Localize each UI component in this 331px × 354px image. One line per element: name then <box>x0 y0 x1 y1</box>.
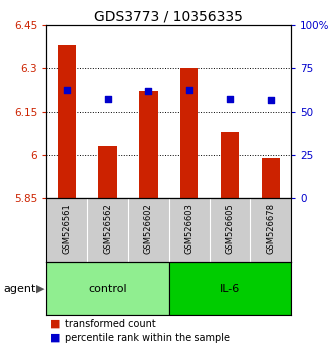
Title: GDS3773 / 10356335: GDS3773 / 10356335 <box>94 10 243 24</box>
Text: GSM526562: GSM526562 <box>103 203 112 254</box>
Point <box>268 97 273 103</box>
Text: IL-6: IL-6 <box>220 284 240 293</box>
Text: agent: agent <box>3 284 36 293</box>
Bar <box>180 68 198 198</box>
Bar <box>262 158 280 198</box>
Bar <box>169 262 291 315</box>
Text: ▶: ▶ <box>35 284 44 293</box>
Point <box>105 96 110 101</box>
Bar <box>58 45 76 198</box>
Text: percentile rank within the sample: percentile rank within the sample <box>65 333 229 343</box>
Text: GSM526602: GSM526602 <box>144 203 153 254</box>
Bar <box>98 146 117 198</box>
Text: GSM526678: GSM526678 <box>266 203 275 254</box>
Text: GSM526561: GSM526561 <box>62 203 71 254</box>
Point <box>146 88 151 94</box>
Text: ■: ■ <box>50 333 60 343</box>
Text: ■: ■ <box>50 319 60 329</box>
Text: GSM526605: GSM526605 <box>225 203 235 254</box>
Text: control: control <box>88 284 127 293</box>
Point <box>187 87 192 93</box>
Text: transformed count: transformed count <box>65 319 155 329</box>
Bar <box>46 262 169 315</box>
Text: GSM526603: GSM526603 <box>185 203 194 254</box>
Bar <box>139 91 158 198</box>
Point <box>227 96 233 101</box>
Point <box>64 87 70 93</box>
Bar <box>221 132 239 198</box>
